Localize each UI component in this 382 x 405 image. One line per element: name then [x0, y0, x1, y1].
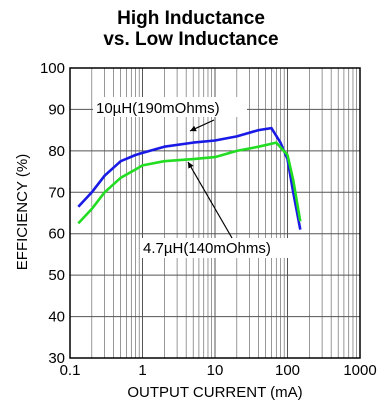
y-axis-label: EFFICIENCY (%): [14, 154, 31, 270]
series-line-4-7uH: [77, 141, 302, 225]
x-tick-label: 100: [275, 362, 300, 379]
y-tick-label: 100: [40, 60, 65, 77]
x-axis-label: OUTPUT CURRENT (mA): [127, 384, 302, 401]
annotation-high-inductance-label: 10µH(190mOhms): [96, 100, 220, 117]
y-tick-label: 60: [48, 226, 65, 243]
x-tick-label: 1000: [343, 362, 376, 379]
tick-labels: 30 40 50 60 70 80 90 100 0.1 1 10 100 1000: [40, 60, 377, 379]
chart-subtitle: vs. Low Inductance: [103, 29, 279, 50]
series-line-10uH: [77, 126, 302, 230]
annotation-high-inductance-arrow: [189, 119, 215, 132]
chart-title: High Inductance: [117, 8, 265, 29]
y-tick-label: 70: [48, 184, 65, 201]
annotation-low-inductance-arrow: [187, 161, 233, 239]
plot-frame: [69, 67, 361, 359]
annotation-high-inductance: 10µH(190mOhms): [93, 97, 247, 132]
x-tick-label: 10: [207, 362, 224, 379]
y-tick-label: 40: [48, 309, 65, 326]
annotation-low-inductance-label: 4.7µH(140mOhms): [143, 240, 271, 257]
chart-title-block: High Inductance vs. Low Inductance: [0, 8, 382, 50]
annotation-low-inductance: 4.7µH(140mOhms): [140, 161, 308, 258]
y-tick-label: 50: [48, 267, 65, 284]
y-tick-label: 30: [48, 350, 65, 367]
y-tick-label: 80: [48, 143, 65, 160]
y-tick-label: 90: [48, 101, 65, 118]
series-lines: [77, 126, 302, 230]
x-tick-label: 1: [138, 362, 146, 379]
x-tick-label: 0.1: [60, 362, 81, 379]
